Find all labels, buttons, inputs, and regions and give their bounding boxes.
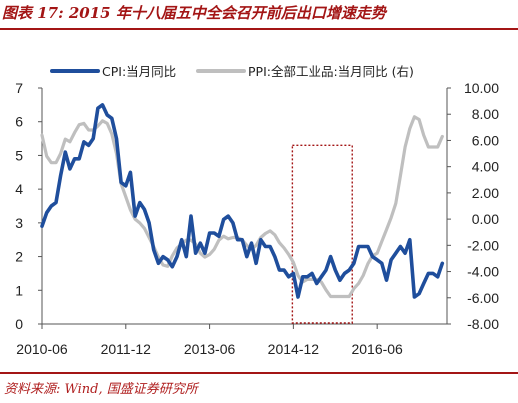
legend-ppi-label: PPI:全部工业品:当月同比 (右) bbox=[248, 64, 414, 79]
right-tick-label: 10.00 bbox=[464, 80, 499, 96]
right-tick-label: -2.00 bbox=[467, 237, 499, 253]
left-tick-label: 3 bbox=[15, 215, 23, 231]
legend-ppi: PPI:全部工业品:当月同比 (右) bbox=[196, 64, 414, 79]
left-tick-label: 4 bbox=[15, 181, 23, 197]
right-tick-label: 8.00 bbox=[472, 106, 499, 122]
x-tick-label: 2014-12 bbox=[268, 341, 320, 357]
right-tick-label: 0.00 bbox=[472, 211, 499, 227]
left-tick-label: 5 bbox=[15, 147, 23, 163]
right-tick-label: -6.00 bbox=[467, 290, 499, 306]
footer-divider bbox=[0, 372, 518, 374]
cpi-series-line bbox=[40, 103, 445, 299]
highlight-box bbox=[291, 144, 353, 324]
legend-cpi: CPI:当月同比 bbox=[50, 64, 176, 79]
source-note: 资料来源: Wind, 国盛证券研究所 bbox=[4, 382, 198, 397]
left-tick-label: 1 bbox=[15, 282, 23, 298]
title-divider bbox=[0, 28, 518, 30]
x-tick-label: 2010-06 bbox=[16, 341, 68, 357]
right-tick-label: 2.00 bbox=[472, 185, 499, 201]
right-tick-label: -8.00 bbox=[467, 316, 499, 332]
annotation-layer bbox=[291, 144, 353, 324]
left-tick-label: 6 bbox=[15, 114, 23, 130]
chart-title: 图表 17: 2015 年十八届五中全会召开前后出口增速走势 bbox=[2, 4, 386, 22]
x-tick-label: 2013-06 bbox=[184, 341, 236, 357]
left-tick-label: 7 bbox=[15, 80, 23, 96]
x-tick-label: 2016-06 bbox=[351, 341, 403, 357]
left-tick-label: 0 bbox=[15, 316, 23, 332]
x-tick-label: 2011-12 bbox=[101, 341, 152, 357]
left-tick-label: 2 bbox=[15, 249, 23, 265]
series-layer bbox=[40, 103, 445, 299]
right-tick-label: -4.00 bbox=[467, 264, 499, 280]
chart-legend: CPI:当月同比 PPI:全部工业品:当月同比 (右) bbox=[50, 64, 414, 79]
legend-cpi-label: CPI:当月同比 bbox=[102, 64, 176, 79]
right-tick-label: 4.00 bbox=[472, 159, 499, 175]
right-tick-label: 6.00 bbox=[472, 132, 499, 148]
chart-axes: 0 1 2 3 4 5 6 7 -8.00 -6.00 -4.00 -2.00 0.00 2.00 4.00… bbox=[15, 80, 499, 357]
